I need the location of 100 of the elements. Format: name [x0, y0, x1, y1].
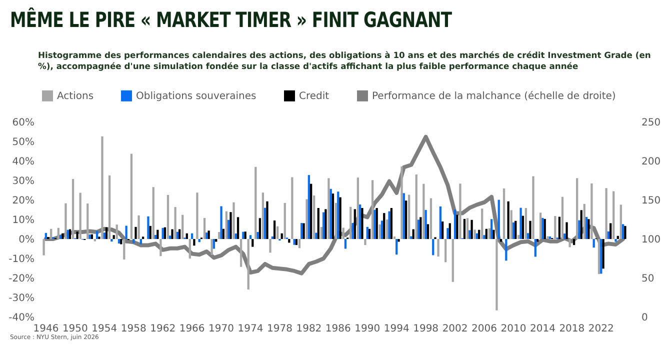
y2-tick-label: 0: [642, 312, 648, 324]
bar: [580, 210, 582, 239]
bar: [236, 217, 240, 239]
bar: [441, 221, 444, 239]
bar: [620, 204, 622, 239]
bar: [134, 226, 137, 239]
bar: [252, 239, 254, 247]
legend-label: Obligations souveraines: [136, 90, 256, 102]
bar: [439, 206, 442, 239]
bar: [522, 216, 524, 239]
bar: [366, 226, 368, 239]
bar: [210, 239, 213, 255]
bar: [446, 228, 449, 239]
x-tick-label: 1982: [296, 324, 322, 334]
y-tick-label: -40%: [8, 312, 34, 324]
bar: [190, 233, 194, 239]
bar: [328, 178, 330, 239]
bar: [240, 239, 242, 267]
bar: [602, 239, 604, 269]
bar: [193, 239, 196, 246]
bar: [324, 209, 327, 239]
y2-tick-label: 250: [642, 118, 661, 128]
bar: [271, 236, 274, 239]
bar: [605, 188, 608, 239]
bar: [322, 212, 325, 239]
bar: [398, 239, 400, 242]
bar: [578, 220, 580, 239]
bar: [417, 220, 420, 239]
bar: [437, 239, 440, 257]
bar: [598, 239, 600, 274]
bar: [485, 228, 488, 239]
bar: [132, 239, 135, 244]
bar: [396, 239, 398, 255]
bar: [354, 209, 356, 239]
x-tick-label: 2002: [442, 324, 468, 334]
x-tick-label: 2014: [530, 324, 556, 334]
bar: [470, 220, 473, 239]
bar: [415, 174, 418, 239]
bar: [524, 208, 528, 239]
bar: [196, 192, 198, 239]
bar: [160, 239, 162, 256]
bar: [105, 227, 108, 239]
x-tick-label: 1990: [354, 324, 380, 334]
y-tick-label: 30%: [12, 176, 34, 187]
bar: [101, 136, 104, 239]
bar: [149, 226, 152, 239]
bar: [44, 232, 48, 239]
bar: [444, 239, 447, 262]
bar: [558, 216, 561, 239]
bar: [269, 239, 272, 253]
x-tick-label: 1994: [384, 324, 410, 334]
bar: [284, 202, 286, 239]
bar: [254, 166, 257, 239]
bar: [456, 214, 458, 239]
bar: [212, 239, 216, 249]
bar: [62, 233, 64, 239]
bar: [247, 239, 250, 290]
bar: [230, 212, 232, 239]
bar: [607, 231, 610, 239]
bar: [564, 234, 566, 239]
bar: [130, 154, 133, 239]
bar: [266, 201, 268, 239]
bar: [116, 224, 118, 239]
bar: [186, 233, 188, 239]
y-tick-label: -10%: [8, 254, 34, 265]
bar: [178, 229, 181, 239]
bar: [368, 228, 371, 239]
bar: [432, 239, 434, 256]
bar: [474, 230, 476, 239]
bar: [218, 232, 220, 239]
bar: [332, 194, 334, 239]
bar: [262, 192, 264, 239]
bar: [320, 226, 322, 239]
bar: [568, 239, 571, 248]
bar: [393, 236, 396, 239]
x-tick-label: 1946: [33, 324, 59, 334]
bar: [138, 215, 140, 239]
bar: [308, 175, 310, 239]
bar: [527, 233, 530, 239]
bar: [293, 239, 296, 245]
bar: [358, 204, 362, 239]
bar: [572, 239, 576, 246]
bar: [592, 239, 595, 248]
bar: [518, 234, 520, 239]
bar: [422, 184, 425, 239]
bar: [624, 226, 626, 239]
bar: [344, 239, 347, 249]
x-tick-label: 1978: [266, 324, 292, 334]
y2-tick-label: 200: [642, 156, 661, 168]
bar: [120, 239, 122, 244]
bar: [378, 224, 381, 239]
bar: [76, 232, 78, 239]
y-tick-label: -20%: [8, 274, 34, 284]
bar: [162, 228, 164, 239]
x-tick-label: 1950: [62, 324, 88, 334]
y-tick-label: 0%: [18, 234, 34, 246]
bar: [498, 200, 500, 239]
bar: [315, 232, 318, 239]
bar: [156, 230, 159, 239]
chart-title: MÊME LE PIRE « MARKET TIMER » FINIT GAGNANT: [10, 8, 452, 32]
